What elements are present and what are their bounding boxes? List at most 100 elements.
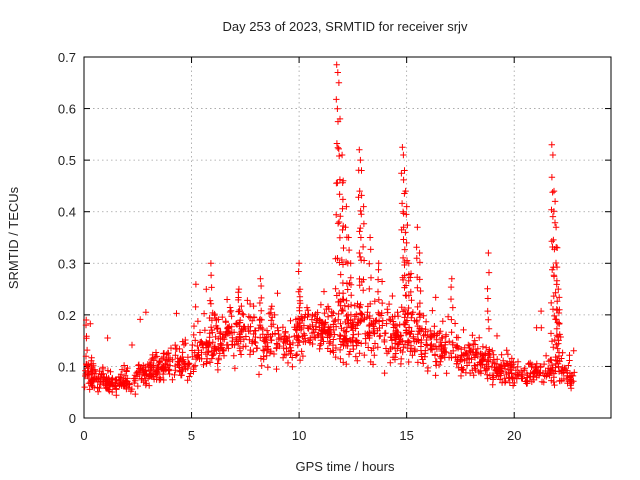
data-point bbox=[219, 336, 227, 343]
data-point bbox=[506, 358, 513, 365]
data-point bbox=[196, 329, 204, 336]
data-point bbox=[371, 352, 378, 359]
data-point bbox=[203, 286, 210, 293]
data-point bbox=[166, 370, 173, 378]
data-point bbox=[551, 381, 558, 389]
data-point bbox=[550, 187, 558, 195]
y-tick-label: 0.2 bbox=[58, 308, 76, 323]
data-point bbox=[298, 348, 305, 355]
data-point bbox=[400, 344, 407, 351]
data-point bbox=[366, 260, 373, 267]
data-point bbox=[416, 328, 423, 335]
data-point bbox=[131, 377, 139, 384]
data-point bbox=[424, 342, 431, 349]
data-point bbox=[303, 304, 311, 311]
data-point bbox=[413, 244, 420, 251]
data-point bbox=[306, 339, 314, 346]
data-point bbox=[484, 357, 491, 364]
data-point bbox=[171, 371, 178, 379]
data-point bbox=[86, 386, 93, 393]
data-point bbox=[485, 249, 492, 257]
data-point bbox=[182, 361, 189, 368]
data-point bbox=[482, 367, 489, 374]
data-point bbox=[375, 309, 382, 316]
data-point bbox=[398, 304, 405, 311]
data-point bbox=[125, 380, 133, 387]
data-point bbox=[218, 344, 226, 351]
data-point bbox=[340, 342, 347, 349]
data-point bbox=[83, 335, 90, 342]
data-point bbox=[312, 323, 320, 330]
data-point bbox=[132, 390, 139, 398]
data-point bbox=[112, 376, 119, 383]
data-point bbox=[439, 318, 446, 325]
data-point bbox=[274, 290, 281, 297]
data-point bbox=[440, 346, 447, 353]
data-point bbox=[389, 343, 396, 351]
y-tick-label: 0.3 bbox=[58, 256, 76, 271]
data-point bbox=[287, 344, 294, 351]
data-point bbox=[485, 316, 492, 323]
data-point bbox=[172, 352, 179, 359]
data-point bbox=[335, 218, 343, 226]
data-point bbox=[324, 326, 332, 333]
data-point bbox=[543, 371, 551, 379]
x-tick-label: 0 bbox=[80, 428, 87, 443]
data-point bbox=[211, 344, 218, 351]
data-point bbox=[318, 333, 326, 341]
data-point bbox=[405, 324, 413, 331]
data-point bbox=[395, 341, 403, 348]
data-point bbox=[537, 307, 545, 315]
data-point bbox=[337, 355, 344, 362]
data-point bbox=[458, 346, 465, 353]
data-point bbox=[550, 273, 558, 280]
data-point bbox=[257, 334, 264, 341]
data-point bbox=[202, 350, 210, 358]
data-point bbox=[316, 342, 324, 349]
axis-ticks: 0 0.1 0.2 0.3 0.4 0.5 0.6 0.7 0 5 10 15 20 bbox=[58, 50, 611, 443]
data-point bbox=[217, 328, 224, 336]
data-point bbox=[189, 341, 196, 349]
data-point bbox=[334, 255, 341, 262]
data-point bbox=[401, 321, 409, 328]
data-point bbox=[237, 351, 245, 358]
data-point bbox=[448, 275, 455, 282]
data-point bbox=[333, 140, 341, 147]
data-point bbox=[490, 351, 497, 358]
data-point bbox=[333, 96, 340, 103]
data-point bbox=[375, 260, 382, 267]
data-point bbox=[137, 365, 144, 372]
data-point bbox=[550, 378, 557, 386]
data-point bbox=[258, 316, 265, 324]
plot-frame bbox=[83, 56, 612, 419]
data-point bbox=[402, 229, 409, 236]
data-point bbox=[173, 310, 180, 317]
x-tick-label: 20 bbox=[507, 428, 521, 443]
data-point bbox=[235, 289, 242, 296]
data-point bbox=[360, 257, 368, 264]
data-point bbox=[453, 334, 460, 341]
data-point bbox=[332, 353, 339, 361]
data-point bbox=[394, 309, 401, 316]
data-point bbox=[477, 361, 484, 368]
data-point bbox=[289, 354, 296, 361]
data-point bbox=[403, 203, 410, 210]
data-point bbox=[199, 341, 206, 348]
data-point bbox=[302, 338, 309, 346]
data-point bbox=[156, 374, 163, 381]
data-point bbox=[355, 330, 362, 338]
data-point bbox=[485, 269, 493, 276]
data-point bbox=[208, 284, 215, 291]
data-point bbox=[316, 345, 323, 353]
data-point bbox=[261, 338, 269, 345]
data-point bbox=[553, 244, 560, 251]
data-point bbox=[509, 364, 517, 371]
data-point bbox=[249, 317, 256, 324]
data-point bbox=[339, 338, 346, 345]
data-point bbox=[526, 373, 534, 381]
data-point bbox=[548, 141, 555, 148]
data-point bbox=[414, 284, 421, 291]
data-point bbox=[337, 320, 344, 327]
data-point bbox=[502, 377, 509, 385]
data-point bbox=[486, 346, 493, 353]
